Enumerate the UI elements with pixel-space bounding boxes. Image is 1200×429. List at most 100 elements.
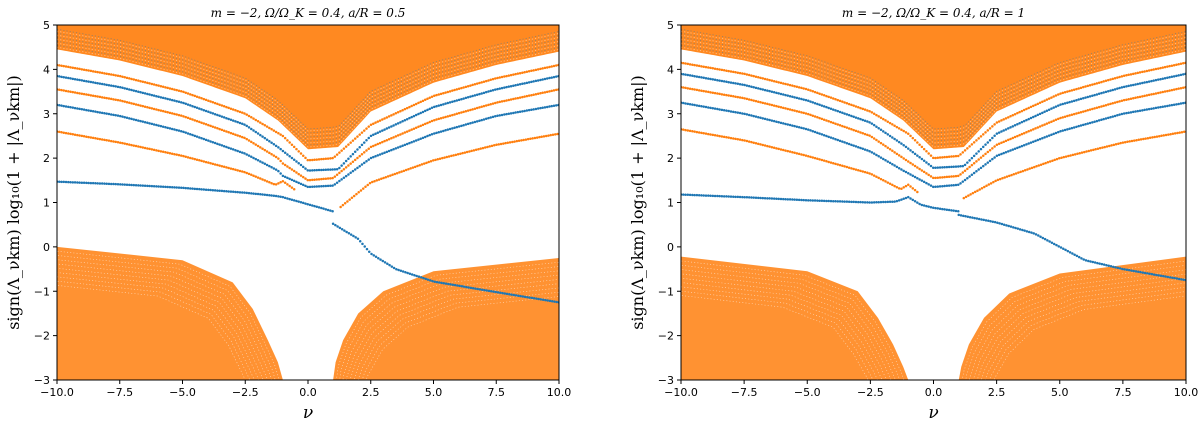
series-point [1043, 110, 1046, 114]
series-point [58, 64, 61, 67]
series-point [854, 105, 858, 108]
series-point [107, 72, 111, 76]
series-point [130, 88, 133, 92]
series-point [173, 88, 176, 91]
series-point [405, 142, 409, 146]
series-point [709, 91, 712, 94]
series-point [1131, 97, 1135, 100]
series-point [507, 98, 511, 102]
x-tick-label: 7.5 [1114, 386, 1132, 399]
series-point [1036, 102, 1040, 106]
series-point [1043, 123, 1046, 126]
series-point [105, 182, 108, 186]
series-point [334, 223, 337, 227]
series-point [1143, 271, 1147, 275]
series-point [480, 105, 483, 109]
series-point [902, 197, 905, 201]
series-point [439, 130, 443, 133]
series-point [527, 81, 531, 84]
series-point [907, 160, 910, 163]
series-point [902, 157, 905, 160]
series-point [994, 179, 997, 183]
series-point [959, 214, 963, 217]
series-point [1175, 87, 1178, 91]
series-point [216, 113, 219, 117]
series-point [125, 76, 129, 80]
series-point [438, 281, 441, 284]
series-point [1038, 137, 1042, 141]
series-point [707, 66, 710, 69]
series-point [464, 96, 468, 100]
series-point [435, 93, 438, 97]
series-point [437, 130, 441, 134]
series-point [734, 82, 737, 85]
series-point [741, 112, 744, 115]
x-tick-label: 5.0 [425, 386, 443, 399]
series-point [866, 120, 869, 123]
series-point [338, 226, 342, 230]
series-point [697, 89, 701, 92]
series-point [112, 73, 115, 77]
series-point [947, 208, 951, 212]
series-point [421, 110, 425, 114]
series-point [464, 123, 468, 126]
series-point [1176, 131, 1179, 135]
series-point [727, 195, 730, 198]
series-point [836, 109, 840, 113]
series-point [349, 141, 352, 144]
series-point [218, 127, 221, 131]
series-point [857, 145, 860, 149]
series-point [435, 104, 438, 108]
series-point [1141, 271, 1145, 274]
series-point [193, 187, 197, 191]
series-point [1002, 140, 1005, 144]
series-point [877, 155, 880, 158]
series-point [453, 283, 457, 287]
series-point [80, 134, 84, 138]
series-point [1097, 81, 1101, 84]
series-point [895, 139, 899, 142]
series-point [1171, 276, 1174, 280]
series-point [455, 99, 459, 102]
series-point [732, 137, 735, 140]
series-point [229, 147, 233, 150]
series-point [1093, 82, 1096, 86]
series-point [408, 272, 412, 275]
series-point [469, 122, 472, 125]
series-point [987, 219, 990, 223]
series-point [757, 196, 760, 200]
negative-branch-curve [681, 273, 892, 380]
series-point [247, 139, 251, 142]
series-point [1004, 128, 1008, 131]
series-point [191, 93, 194, 97]
series-point [349, 171, 352, 175]
series-point [775, 147, 778, 150]
series-point [872, 123, 876, 127]
series-point [1045, 135, 1049, 138]
series-point [256, 192, 260, 196]
series-point [170, 186, 174, 189]
series-point [1152, 68, 1155, 71]
series-point [220, 189, 224, 193]
series-point [200, 108, 203, 111]
series-point [362, 151, 366, 154]
series-point [116, 114, 120, 117]
series-point [545, 90, 549, 94]
series-point [345, 230, 348, 234]
series-point [802, 87, 805, 90]
series-point [487, 116, 490, 120]
series-point [105, 72, 108, 75]
series-point [1150, 107, 1153, 110]
series-point [825, 105, 828, 109]
negative-branch-curve [968, 269, 1186, 380]
series-point [1081, 97, 1085, 100]
series-point [234, 190, 237, 194]
series-point [442, 129, 445, 133]
series-point [909, 185, 912, 188]
series-point [820, 104, 824, 107]
series-point [413, 165, 417, 169]
x-tick-label: −5.0 [794, 386, 821, 399]
series-point [364, 185, 367, 189]
series-point [91, 81, 95, 84]
series-point [913, 199, 917, 203]
